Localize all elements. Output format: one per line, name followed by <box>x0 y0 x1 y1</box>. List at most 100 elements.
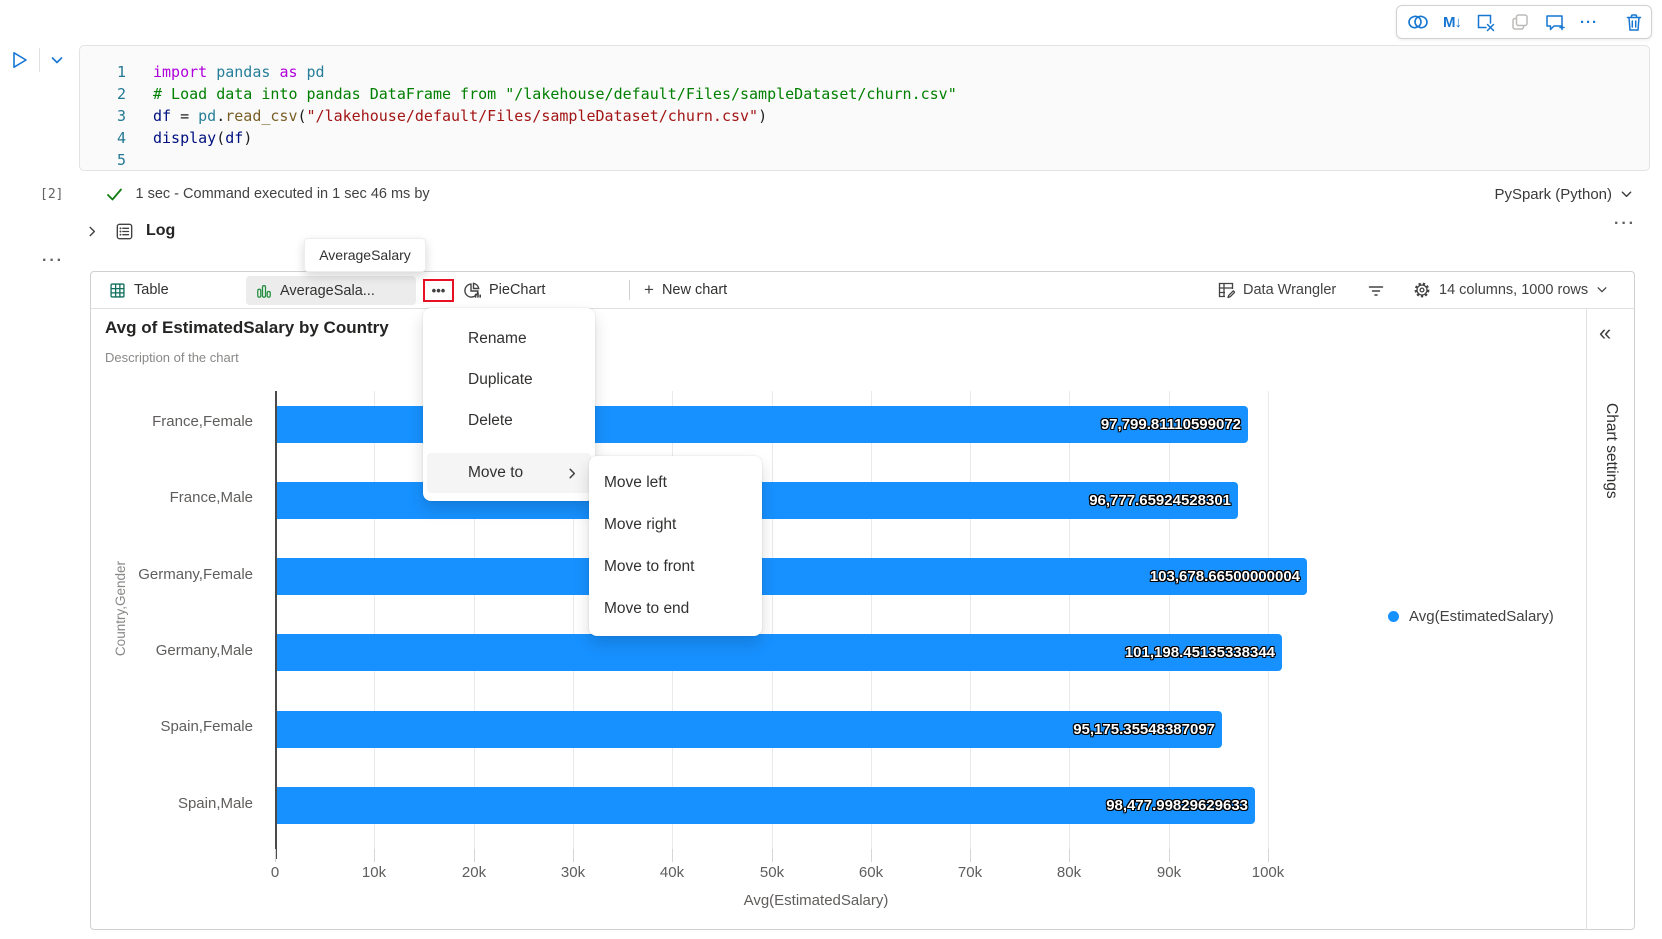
x-tick-label: 40k <box>659 864 685 881</box>
chevron-right-icon[interactable] <box>86 225 99 238</box>
submenu-item-move-to-front[interactable]: Move to front <box>604 558 695 575</box>
cell-status-bar: [2] 1 sec - Command executed in 1 sec 46… <box>40 183 1633 205</box>
line-number: 2 <box>116 85 126 103</box>
code-line[interactable]: 4 display(df) <box>80 127 1649 149</box>
new-chart-button[interactable]: + New chart <box>644 272 727 308</box>
x-tick-label: 80k <box>1056 864 1082 881</box>
filter-button[interactable] <box>1367 272 1385 308</box>
run-options-chevron-icon[interactable] <box>49 52 65 68</box>
success-check-icon <box>106 187 123 202</box>
submenu-item-move-right[interactable]: Move right <box>604 516 677 533</box>
x-tick-mark <box>672 849 673 862</box>
submenu-item-move-to-end[interactable]: Move to end <box>604 600 690 617</box>
chart-tab-bar: Table AverageSala... ••• PieC <box>91 272 1634 309</box>
bar-value-label: 98,477.99829629633 <box>1106 797 1248 814</box>
kernel-name: PySpark (Python) <box>1494 185 1612 203</box>
line-number: 3 <box>116 107 126 125</box>
x-tick-label: 50k <box>759 864 785 881</box>
gridline <box>1268 391 1269 849</box>
tab-pie-chart[interactable]: PieChart <box>463 272 545 308</box>
bar-spain-female: 95,175.35548387097 <box>277 711 1222 748</box>
divider <box>39 48 40 72</box>
expand-panel-double-chevron-icon[interactable]: « <box>1599 320 1612 345</box>
log-section-header[interactable]: Log <box>86 218 175 244</box>
divider <box>629 280 630 300</box>
line-number: 5 <box>116 151 126 169</box>
execution-count: [2] <box>40 186 64 202</box>
code-line[interactable]: 2 # Load data into pandas DataFrame from … <box>80 83 1649 105</box>
copilot-icon[interactable] <box>1407 11 1429 33</box>
kernel-selector[interactable]: PySpark (Python) <box>1494 186 1633 203</box>
chart-settings-panel-collapsed[interactable]: « Chart settings <box>1586 309 1635 930</box>
tooltip-text: AverageSalary <box>319 247 411 263</box>
code-cell-editor[interactable]: 1 import pandas as pd 2 # Load data into pa… <box>79 45 1650 171</box>
tab-tooltip: AverageSalary <box>304 238 426 272</box>
gridline <box>871 391 872 849</box>
output-more-options-button[interactable]: ··· <box>1614 215 1636 232</box>
gridline <box>573 391 574 849</box>
x-tick-label: 10k <box>361 864 387 881</box>
x-tick-mark <box>474 849 475 862</box>
new-chart-label: New chart <box>661 282 728 298</box>
x-tick-label: 70k <box>957 864 983 881</box>
gridline <box>1169 391 1170 849</box>
x-tick-mark <box>1268 849 1269 862</box>
table-grid-icon <box>110 282 125 298</box>
gridline <box>374 391 375 849</box>
code-text: display(df) <box>153 129 253 147</box>
gridline <box>1069 391 1070 849</box>
code-text: df = pd.read_csv("/lakehouse/default/Fil… <box>153 107 768 125</box>
more-options-icon[interactable]: ··· <box>1580 13 1598 31</box>
run-controls <box>8 48 65 72</box>
line-number: 1 <box>116 63 126 81</box>
menu-item-delete[interactable]: Delete <box>468 411 513 429</box>
bar-chart-plot: Country,Gender Avg(EstimatedSalary) Avg(… <box>91 272 1586 931</box>
tab-table[interactable]: Table <box>109 272 169 308</box>
pie-chart-icon <box>464 282 481 298</box>
x-tick-mark <box>573 849 574 862</box>
x-tick-label: 30k <box>560 864 586 881</box>
menu-item-duplicate[interactable]: Duplicate <box>468 370 533 388</box>
y-axis-line <box>275 391 277 859</box>
code-line[interactable]: 3 df = pd.read_csv("/lakehouse/default/Fi… <box>80 105 1649 127</box>
bar-germany-male: 101,198.45135338344 <box>277 634 1282 671</box>
run-cell-button[interactable] <box>8 49 30 71</box>
code-line[interactable]: 1 import pandas as pd <box>80 61 1649 83</box>
y-category-label: France,Male <box>169 489 253 506</box>
cell-margin-more-button[interactable]: ··· <box>42 252 64 269</box>
chart-output-card: Table AverageSala... ••• PieC <box>90 271 1635 930</box>
gear-icon <box>1414 282 1430 298</box>
tab-pie-chart-label: PieChart <box>489 282 546 298</box>
gridline <box>474 391 475 849</box>
convert-to-markdown-icon[interactable]: M↓ <box>1443 13 1462 31</box>
legend-swatch <box>1388 611 1399 622</box>
code-line[interactable]: 5 <box>80 149 1649 170</box>
more-dots-icon: ••• <box>431 282 446 298</box>
x-tick-mark <box>871 849 872 862</box>
plus-icon: + <box>644 280 654 299</box>
y-category-label: Germany,Male <box>155 642 253 659</box>
tab-more-options-button[interactable]: ••• <box>423 279 454 302</box>
copy-cell-icon <box>1510 11 1530 33</box>
bar-value-label: 103,678.66500000004 <box>1149 568 1300 585</box>
y-category-label: Spain,Female <box>160 718 253 735</box>
y-category-label: Spain,Male <box>177 795 253 812</box>
dataset-info-dropdown[interactable]: 14 columns, 1000 rows <box>1413 272 1608 308</box>
cell-toolbar: M↓ ··· <box>1396 5 1652 39</box>
x-tick-mark <box>275 849 276 862</box>
submenu-item-move-left[interactable]: Move left <box>604 474 667 491</box>
menu-item-move-to[interactable]: Move to <box>427 453 591 493</box>
delete-cell-icon[interactable] <box>1624 11 1644 33</box>
bar-value-label: 96,777.65924528301 <box>1089 492 1231 509</box>
clear-outputs-icon[interactable] <box>1475 11 1496 33</box>
add-comment-icon[interactable] <box>1544 11 1566 33</box>
menu-item-rename[interactable]: Rename <box>468 329 527 347</box>
data-wrangler-button[interactable]: Data Wrangler <box>1217 272 1336 308</box>
bar-value-label: 101,198.45135338344 <box>1124 644 1275 661</box>
chart-title: Avg of EstimatedSalary by Country <box>105 318 389 337</box>
tab-table-label: Table <box>134 282 169 298</box>
code-text: # Load data into pandas DataFrame from "… <box>153 85 957 103</box>
tab-average-salary[interactable]: AverageSala... <box>246 276 416 305</box>
x-tick-label: 0 <box>270 864 280 881</box>
